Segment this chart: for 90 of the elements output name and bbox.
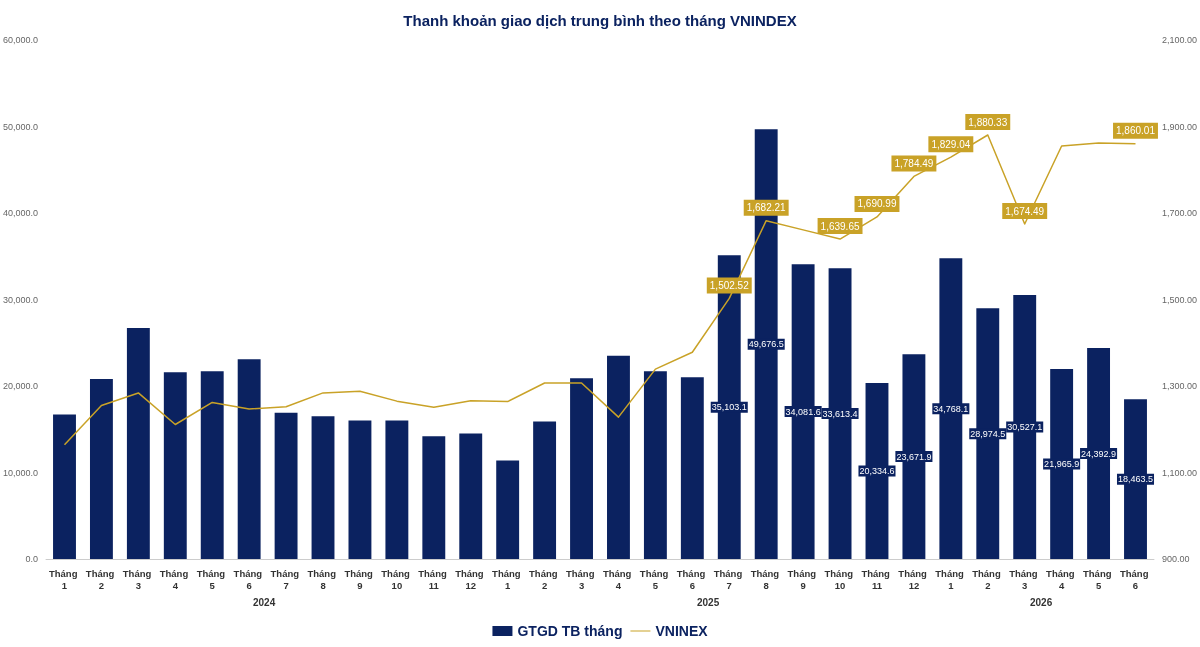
text: 2024 bbox=[253, 596, 276, 608]
data-label: 21,965.9 bbox=[1044, 459, 1080, 469]
x-tick-label: Tháng 6 bbox=[676, 567, 708, 591]
bar bbox=[496, 460, 520, 559]
bar bbox=[89, 379, 113, 559]
data-label: 18,463.5 bbox=[1117, 474, 1154, 485]
x-tick-label: Tháng 10 bbox=[824, 567, 856, 591]
bar bbox=[422, 436, 446, 559]
bar bbox=[126, 328, 150, 559]
data-label: 1,639.65 bbox=[820, 220, 860, 232]
bar bbox=[163, 372, 187, 559]
data-label: 1,860.01 bbox=[1116, 125, 1156, 137]
bar bbox=[200, 371, 224, 559]
data-label: 1,880.33 bbox=[968, 116, 1008, 128]
x-tick-label: Tháng 8 bbox=[307, 567, 339, 591]
x-tick-label: Tháng 4 bbox=[159, 567, 191, 591]
data-label: 1,784.49 bbox=[894, 157, 934, 169]
x-tick-label: Tháng 4 bbox=[602, 567, 635, 591]
x-tick-label: Tháng 9 bbox=[787, 567, 819, 591]
x-tick-label: Tháng 4 bbox=[1046, 567, 1078, 591]
data-label: 1,502.52 bbox=[709, 279, 750, 291]
data-label: 1,674.49 bbox=[1005, 205, 1045, 217]
y2-tick-label: 1,100.00 bbox=[1161, 467, 1198, 478]
data-label: 28,974.5 bbox=[970, 428, 1006, 439]
bar bbox=[459, 433, 483, 559]
x-tick-label: Tháng 11 bbox=[861, 567, 893, 591]
data-label: 34,768.1 bbox=[933, 403, 969, 414]
bar bbox=[680, 377, 704, 559]
bar bbox=[274, 412, 298, 559]
bar bbox=[607, 355, 630, 559]
bar bbox=[311, 416, 335, 559]
y-tick-label: 30,000.0 bbox=[2, 294, 39, 305]
data-label: 33,613.4 bbox=[822, 408, 858, 419]
bar bbox=[53, 414, 76, 559]
x-tick-label: Tháng 5 bbox=[639, 567, 671, 591]
x-tick-label: Tháng 2 bbox=[972, 567, 1004, 591]
x-tick-label: Tháng 6 bbox=[233, 567, 265, 591]
y-tick-label: 40,000.0 bbox=[2, 208, 39, 218]
legend-label: GTGD TB tháng bbox=[517, 623, 623, 639]
line-series bbox=[63, 134, 1137, 446]
data-label: 1,829.04 bbox=[931, 138, 971, 150]
x-tick-label: Tháng 2 bbox=[85, 567, 117, 591]
bar bbox=[348, 420, 372, 559]
legend-label: VNINEX bbox=[655, 623, 709, 639]
data-label: 24,392.9 bbox=[1081, 448, 1117, 459]
y2-tick-label: 1,500.00 bbox=[1161, 294, 1198, 305]
bar bbox=[643, 371, 667, 559]
chart-title: Thanh khoản giao dịch trung bình theo tháng VNINDEX bbox=[403, 12, 797, 29]
y-tick-label: 50,000.0 bbox=[2, 121, 39, 132]
x-tick-label: Tháng 5 bbox=[1083, 567, 1115, 591]
x-tick-label: Tháng 11 bbox=[418, 567, 450, 591]
x-tick-label: Tháng 1 bbox=[48, 567, 81, 591]
text: 2025 bbox=[697, 596, 720, 608]
x-tick-label: Tháng 3 bbox=[565, 567, 598, 591]
data-label: 20,334.6 bbox=[859, 466, 895, 477]
y-tick-label: 20,000.0 bbox=[2, 381, 39, 391]
bar bbox=[533, 421, 557, 559]
data-label: 1,690.99 bbox=[857, 198, 897, 210]
x-tick-label: Tháng 2 bbox=[529, 567, 561, 591]
data-label: 34,081.6 bbox=[785, 406, 821, 417]
bar bbox=[385, 420, 409, 559]
x-tick-label: Tháng 10 bbox=[381, 567, 413, 591]
y2-tick-label: 2,100.00 bbox=[1161, 35, 1198, 45]
y2-tick-label: 900.00 bbox=[1161, 554, 1190, 564]
bar bbox=[570, 378, 593, 559]
data-label: 49,676.5 bbox=[748, 339, 784, 350]
data-label: 35,103.1 bbox=[711, 402, 747, 413]
x-tick-label: Tháng 1 bbox=[935, 567, 967, 591]
y2-tick-label: 1,900.00 bbox=[1161, 121, 1198, 132]
x-tick-label: Tháng 7 bbox=[270, 567, 302, 591]
data-label: 30,527.1 bbox=[1007, 421, 1043, 432]
y2-tick-label: 1,300.00 bbox=[1161, 381, 1198, 391]
bar bbox=[237, 359, 261, 559]
x-tick-label: Tháng 6 bbox=[1119, 567, 1152, 591]
x-tick-label: Tháng 3 bbox=[122, 567, 154, 591]
data-label: 1,682.21 bbox=[746, 202, 787, 214]
x-tick-label: Tháng 12 bbox=[898, 567, 930, 591]
data-label: 23,671.9 bbox=[896, 451, 932, 462]
x-tick-label: Tháng 5 bbox=[196, 567, 228, 591]
x-tick-label: Tháng 1 bbox=[492, 567, 524, 591]
text: 2026 bbox=[1030, 596, 1053, 608]
x-tick-label: Tháng 8 bbox=[750, 567, 782, 591]
x-tick-label: Tháng 7 bbox=[713, 567, 745, 591]
y-tick-label: 0.0 bbox=[25, 554, 39, 564]
y-tick-label: 10,000.0 bbox=[2, 467, 39, 478]
y2-tick-label: 1,700.00 bbox=[1161, 208, 1198, 218]
y-tick-label: 60,000.0 bbox=[2, 35, 39, 45]
x-tick-label: Tháng 9 bbox=[344, 567, 376, 591]
x-tick-label: Tháng 3 bbox=[1009, 567, 1041, 591]
x-tick-label: Tháng 12 bbox=[455, 567, 487, 591]
